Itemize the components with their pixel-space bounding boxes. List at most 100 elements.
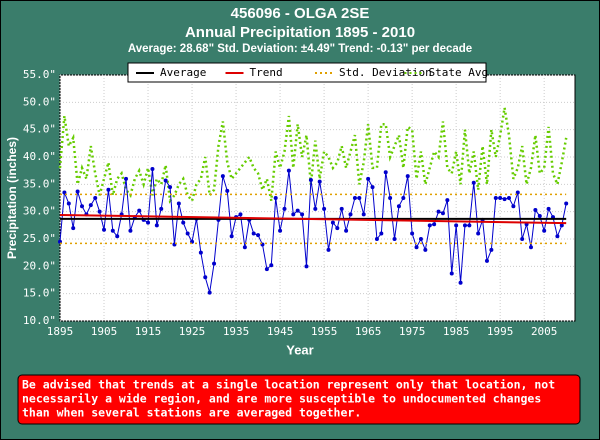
data-point: [388, 196, 393, 200]
x-tick-label: 1915: [135, 325, 162, 338]
data-line: [59, 213, 567, 225]
data-point: [278, 228, 283, 233]
data-point: [533, 208, 538, 213]
data-point: [251, 231, 256, 236]
data-point: [339, 206, 344, 211]
x-tick-label: 1945: [267, 325, 294, 338]
data-point: [344, 228, 349, 233]
data-point: [348, 212, 353, 217]
data-point: [515, 190, 520, 195]
data-point: [93, 196, 98, 200]
data-point: [97, 209, 102, 214]
data-point: [555, 234, 560, 239]
y-tick-label: 30.0": [23, 205, 56, 218]
x-tick-label: 1895: [47, 325, 74, 338]
data-point: [374, 237, 379, 241]
data-point: [330, 220, 335, 225]
data-point: [392, 237, 397, 241]
data-point: [291, 212, 296, 217]
data-point: [203, 275, 208, 280]
data-point: [476, 231, 481, 236]
data-point: [366, 176, 371, 181]
x-axis-label: Year: [286, 342, 313, 357]
data-point: [62, 190, 67, 195]
data-point: [80, 204, 85, 209]
data-point: [66, 201, 71, 206]
data-point: [423, 247, 428, 252]
data-point: [264, 267, 269, 272]
data-point: [537, 214, 542, 219]
y-tick-label: 45.0": [23, 123, 56, 136]
x-tick-label: 1975: [399, 325, 426, 338]
data-point: [326, 247, 331, 252]
y-tick-label: 10.0": [23, 314, 56, 327]
data-point: [322, 206, 327, 211]
data-point: [520, 237, 525, 241]
data-point: [502, 197, 507, 202]
y-tick-label: 25.0": [23, 232, 56, 245]
data-point: [154, 223, 159, 228]
data-point: [124, 176, 129, 181]
legend-label: Trend: [250, 66, 283, 79]
data-point: [489, 247, 494, 252]
data-point: [286, 168, 291, 173]
data-point: [150, 167, 155, 172]
data-point: [449, 271, 454, 276]
data-point: [137, 208, 142, 213]
data-point: [405, 174, 410, 179]
data-point: [207, 290, 212, 295]
data-point: [564, 201, 569, 206]
y-tick-label: 20.0": [23, 259, 56, 272]
data-point: [181, 220, 186, 225]
data-point: [146, 220, 151, 225]
data-point: [220, 174, 225, 179]
data-point: [432, 222, 437, 227]
data-point: [238, 212, 243, 217]
data-point: [506, 196, 511, 200]
data-point: [212, 261, 217, 266]
x-tick-label: 1935: [223, 325, 250, 338]
data-point: [176, 201, 181, 206]
data-point: [410, 231, 415, 236]
data-point: [225, 188, 230, 193]
y-tick-label: 15.0": [23, 287, 56, 300]
data-point: [88, 203, 93, 208]
data-point: [445, 198, 450, 203]
annotation-line: than when several stations are averaged …: [22, 406, 361, 420]
data-point: [75, 189, 80, 194]
data-point: [198, 250, 203, 255]
data-point: [317, 179, 322, 184]
data-point: [511, 204, 516, 209]
data-point: [106, 187, 111, 192]
y-tick-label: 50.0": [23, 95, 56, 108]
data-point: [370, 185, 375, 190]
y-axis-label: Precipitation (inches): [5, 137, 19, 259]
x-tick-label: 1985: [443, 325, 470, 338]
data-point: [414, 245, 419, 250]
data-point: [273, 196, 278, 200]
data-point: [559, 223, 564, 228]
data-point: [242, 245, 247, 250]
legend-label: Average: [160, 66, 206, 79]
data-point: [493, 196, 498, 200]
data-point: [352, 196, 357, 200]
data-point: [462, 223, 467, 228]
data-point: [168, 185, 173, 190]
data-point: [115, 234, 120, 239]
x-tick-label: 1965: [355, 325, 382, 338]
y-tick-label: 40.0": [23, 150, 56, 163]
x-tick-label: 2005: [531, 325, 558, 338]
data-point: [335, 226, 340, 231]
data-point: [542, 228, 547, 233]
data-point: [458, 280, 463, 285]
data-point: [269, 263, 274, 268]
data-point: [498, 196, 503, 200]
data-point: [401, 196, 406, 200]
data-point: [102, 227, 107, 232]
data-point: [484, 258, 489, 263]
x-tick-label: 1995: [487, 325, 514, 338]
legend-label: State Avg: [429, 66, 489, 79]
data-point: [467, 223, 472, 228]
data-line: [58, 107, 568, 204]
